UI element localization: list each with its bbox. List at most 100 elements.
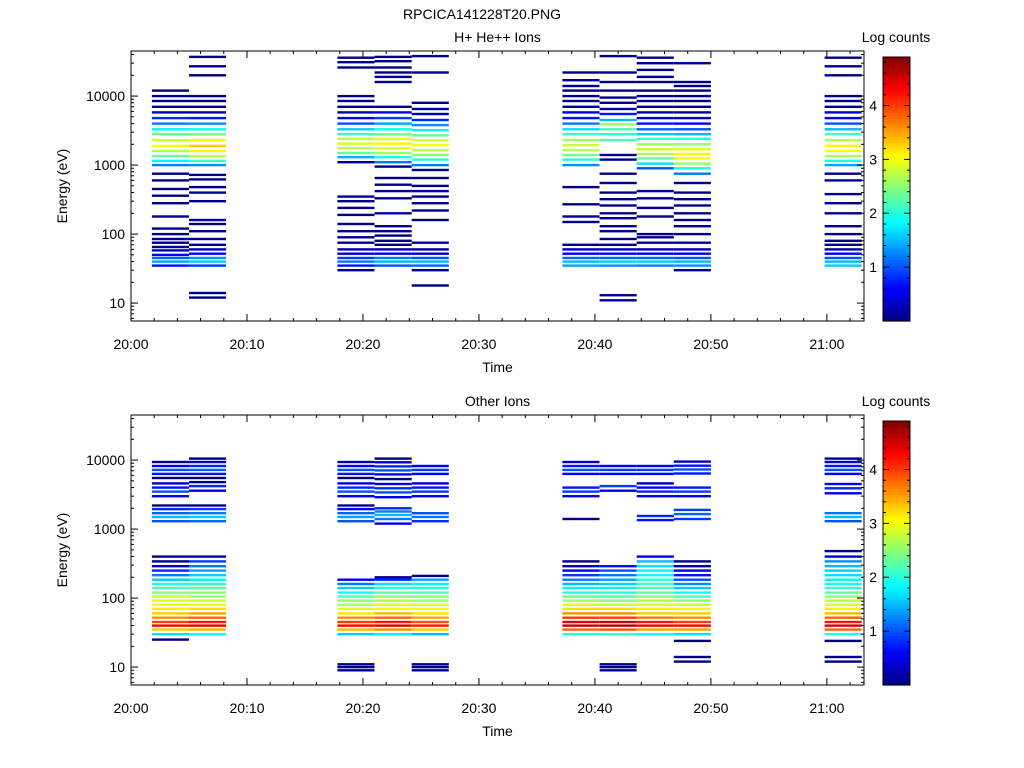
energy-bin — [151, 194, 189, 197]
energy-bin — [636, 197, 674, 200]
energy-bin — [562, 260, 600, 263]
energy-bin — [599, 118, 637, 122]
time-column — [411, 464, 449, 672]
energy-bin — [337, 105, 375, 108]
energy-bin — [824, 202, 862, 205]
colorbar-step — [883, 605, 910, 610]
energy-bin — [151, 582, 189, 586]
energy-bin — [673, 486, 711, 489]
x-tick-label: 20:50 — [693, 336, 728, 352]
energy-bin — [151, 227, 189, 230]
energy-bin — [189, 595, 227, 598]
energy-bin — [151, 565, 189, 568]
energy-bin — [151, 486, 189, 489]
energy-bin — [337, 486, 375, 489]
energy-bin — [374, 628, 412, 631]
energy-bin — [189, 578, 227, 581]
energy-bin — [411, 134, 449, 137]
energy-bin — [824, 179, 862, 182]
energy-bin — [636, 232, 674, 236]
plot-frame — [130, 414, 865, 686]
energy-bin — [824, 192, 862, 196]
energy-bin — [673, 591, 711, 594]
energy-bin — [673, 241, 711, 244]
energy-bin — [374, 156, 412, 159]
y-tick-label: 1000 — [94, 157, 125, 173]
energy-bin — [599, 96, 637, 99]
energy-bin — [411, 260, 449, 263]
energy-bin — [562, 215, 600, 218]
energy-bin — [673, 167, 711, 170]
panels: 20:00 20:10 20:20 20:30 20:40 20:50 21:00 Time 1… — [54, 29, 930, 739]
energy-bin — [673, 655, 711, 659]
colorbar-step — [883, 145, 910, 149]
energy-bin — [189, 264, 227, 267]
colorbar-step — [883, 77, 910, 82]
colorbar-step — [883, 597, 910, 601]
energy-bin — [411, 153, 449, 157]
energy-bin — [374, 165, 412, 168]
energy-bin — [337, 61, 375, 64]
energy-bin — [151, 241, 189, 244]
energy-bin — [374, 239, 412, 242]
x-axis-label: Time — [482, 723, 513, 739]
energy-bin — [337, 599, 375, 602]
energy-bin — [636, 105, 674, 108]
energy-bin — [636, 582, 674, 586]
energy-bin — [151, 215, 189, 218]
energy-bin — [337, 603, 375, 606]
energy-bin — [636, 241, 674, 244]
energy-bin — [411, 107, 449, 111]
colorbar-step — [883, 309, 910, 313]
energy-bin — [824, 74, 862, 77]
energy-bin — [189, 94, 227, 98]
energy-bin — [599, 191, 637, 194]
energy-bin — [151, 638, 189, 641]
energy-bin — [636, 591, 674, 594]
energy-bin — [824, 591, 862, 594]
colorbar-tick-label: 4 — [869, 461, 877, 477]
energy-bin — [337, 195, 375, 198]
colorbar-step — [883, 638, 910, 642]
energy-bin — [374, 624, 412, 627]
energy-bin — [673, 472, 711, 475]
colorbar-step — [883, 65, 910, 70]
energy-bin — [824, 574, 862, 577]
energy-bin — [337, 269, 375, 272]
x-tick-label: 20:30 — [461, 700, 496, 716]
colorbar-step — [883, 218, 910, 222]
colorbar-step — [883, 162, 910, 167]
energy-bin — [599, 578, 637, 581]
energy-bin — [151, 624, 189, 627]
energy-bin — [411, 607, 449, 610]
energy-bin — [337, 586, 375, 590]
colorbar-step — [883, 250, 910, 255]
energy-bin — [673, 84, 711, 88]
energy-bin — [337, 663, 375, 666]
energy-bin — [411, 468, 449, 472]
energy-bin — [189, 260, 227, 263]
energy-bin — [636, 490, 674, 493]
energy-bin — [151, 253, 189, 257]
time-column — [636, 464, 674, 636]
energy-bin — [151, 249, 189, 252]
energy-bin — [411, 495, 449, 498]
energy-bin — [374, 576, 412, 579]
colorbar-step — [883, 80, 910, 84]
x-axis: 20:00 20:10 20:20 20:30 20:40 20:50 21:00 — [113, 51, 851, 352]
energy-bin — [599, 128, 637, 131]
energy-bin — [824, 138, 862, 142]
energy-bin — [411, 612, 449, 615]
colorbar-tick-label: 2 — [869, 205, 877, 221]
time-column — [562, 71, 600, 267]
energy-bin — [824, 232, 862, 236]
x-tick-label: 20:00 — [113, 336, 148, 352]
energy-bin — [337, 520, 375, 523]
energy-bin — [151, 237, 189, 241]
energy-bin — [151, 163, 189, 167]
colorbar-step — [883, 59, 910, 64]
energy-bin — [374, 122, 412, 125]
energy-bin — [636, 620, 674, 624]
energy-bin — [636, 518, 674, 522]
x-axis-label: Time — [482, 359, 513, 375]
